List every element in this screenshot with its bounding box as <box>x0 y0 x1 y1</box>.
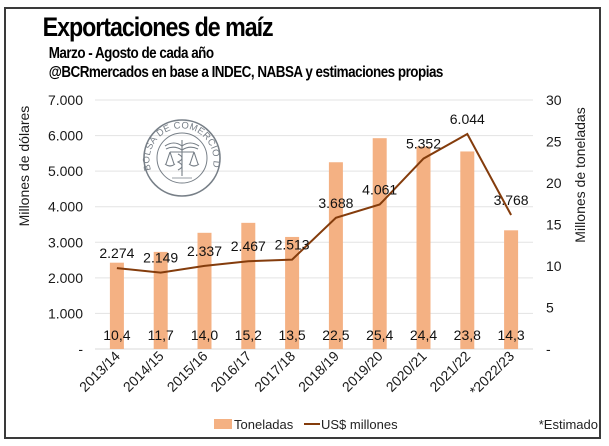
right-tick-label: - <box>546 341 551 357</box>
seal-text: BOLSA DE COMERCIO DE ROSARIO <box>0 0 221 172</box>
bar-data-label: 11,7 <box>148 327 174 343</box>
right-tick-label: 20 <box>546 175 562 191</box>
chart-frame <box>4 7 601 439</box>
line-data-label: 2.337 <box>187 243 222 259</box>
line-data-label: 3.768 <box>494 192 529 208</box>
line-series-usd <box>116 132 512 274</box>
right-tick-label: 15 <box>546 217 562 233</box>
legend: Toneladas US$ millones <box>214 417 398 432</box>
x-tick-label: 2017/18 <box>251 348 298 395</box>
bar-toneladas <box>460 151 475 349</box>
bar-toneladas <box>328 162 343 349</box>
legend-label-usd: US$ millones <box>321 417 398 432</box>
line-data-labels: 2.274 2.149 2.337 2.467 2.513 3.688 4.061 5.352… <box>99 111 528 266</box>
left-tick-label: 2.000 <box>48 270 83 286</box>
x-tick-label: 2020/21 <box>383 348 430 395</box>
legend-label-toneladas: Toneladas <box>234 417 294 432</box>
right-axis-ticks: - 5 10 15 20 25 30 <box>546 92 562 357</box>
x-tick-label: 2015/16 <box>164 348 211 395</box>
chart-subtitle: Marzo - Agosto de cada año <box>48 45 214 62</box>
x-tick-label: 2013/14 <box>76 348 123 395</box>
bar-data-labels: 10,4 11,7 14,0 15,2 13,5 22,5 25,4 24,4 23,8 14,3 <box>103 327 525 343</box>
bar-data-label: 23,8 <box>454 327 481 343</box>
line-data-label: 3.688 <box>318 195 353 211</box>
bar-toneladas <box>504 230 519 349</box>
right-axis-title: Millones de toneladas <box>572 107 588 242</box>
right-tick-label: 30 <box>546 92 562 108</box>
bar-data-label: 22,5 <box>322 327 349 343</box>
line-data-label: 2.467 <box>231 238 266 254</box>
footnote-estimado: *Estimado <box>539 417 598 432</box>
left-tick-label: 7.000 <box>48 92 83 108</box>
line-data-label: 2.274 <box>99 245 134 261</box>
chart-source: @BCRmercados en base a INDEC, NABSA y es… <box>48 64 444 81</box>
left-axis-ticks: - 1.000 2.000 3.000 4.000 5.000 6.000 7.000 <box>48 92 83 357</box>
left-tick-label: 4.000 <box>48 199 83 215</box>
line-usd-millones <box>116 132 512 274</box>
right-tick-label: 25 <box>546 134 562 150</box>
left-tick-label: - <box>78 341 83 357</box>
bar-data-label: 25,4 <box>366 327 393 343</box>
bar-toneladas <box>109 262 124 349</box>
bar-toneladas <box>153 251 168 349</box>
legend-swatch-toneladas <box>214 419 232 429</box>
bar-toneladas <box>241 222 256 349</box>
bar-data-label: 10,4 <box>103 327 130 343</box>
line-data-label: 2.149 <box>143 250 178 266</box>
line-data-label: 2.513 <box>275 237 310 253</box>
bar-toneladas <box>197 232 212 349</box>
bar-data-label: 14,0 <box>191 327 218 343</box>
x-tick-label: 2016/17 <box>207 348 254 395</box>
bar-toneladas <box>416 146 431 349</box>
bar-toneladas <box>372 138 387 349</box>
bar-data-label: 14,3 <box>497 327 524 343</box>
x-tick-label: 2014/15 <box>120 348 167 395</box>
line-data-label: 6.044 <box>450 111 485 127</box>
left-tick-label: 3.000 <box>48 234 83 250</box>
bar-toneladas <box>285 236 300 349</box>
right-tick-label: 10 <box>546 258 562 274</box>
chart-title: Exportaciones de maíz <box>42 12 274 42</box>
x-axis-ticks: 2013/142014/152015/162016/172017/182018/… <box>76 348 517 399</box>
bar-series-toneladas <box>109 138 519 349</box>
left-tick-label: 1.000 <box>48 305 83 321</box>
bar-data-label: 15,2 <box>235 327 262 343</box>
left-tick-label: 5.000 <box>48 163 83 179</box>
gridlines <box>95 99 533 350</box>
x-tick-label: 2018/19 <box>295 348 342 395</box>
right-tick-label: 5 <box>546 300 554 316</box>
line-data-label: 5.352 <box>406 136 441 152</box>
bcr-seal-logo: BOLSA DE COMERCIO DE ROSARIO <box>0 0 222 197</box>
bar-data-label: 13,5 <box>278 327 305 343</box>
svg-text:BOLSA DE COMERCIO DE ROSARIO: BOLSA DE COMERCIO DE ROSARIO <box>0 0 222 172</box>
x-tick-label: 2019/20 <box>339 348 386 395</box>
left-tick-label: 6.000 <box>48 128 83 144</box>
bar-data-label: 24,4 <box>410 327 437 343</box>
left-axis-title: Millones de dólares <box>16 106 32 227</box>
line-data-label: 4.061 <box>362 182 397 198</box>
x-tick-label: *2022/23 <box>466 348 517 399</box>
